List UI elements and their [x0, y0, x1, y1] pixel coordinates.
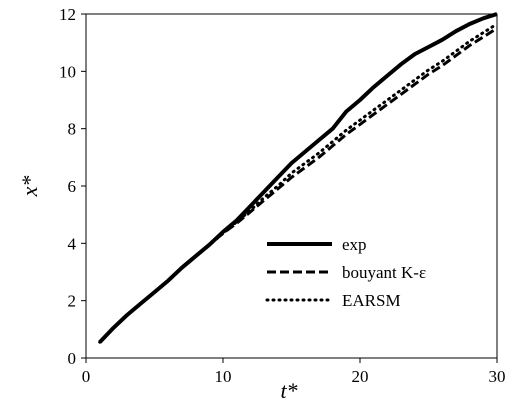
y-tick-label: 0 — [68, 349, 77, 368]
x-axis-title: t* — [280, 378, 297, 403]
series-line-2 — [98, 27, 498, 344]
y-axis-title: x* — [17, 176, 42, 198]
y-tick-label: 12 — [59, 5, 76, 24]
x-tick-label: 0 — [82, 367, 91, 386]
legend-label-1: exp — [342, 235, 367, 254]
y-tick-label: 10 — [59, 62, 76, 81]
series-line-3 — [98, 22, 499, 344]
series-layer — [98, 12, 499, 344]
y-tick-label: 6 — [68, 177, 77, 196]
y-tick-label: 4 — [68, 234, 77, 253]
legend-label-3: EARSM — [342, 291, 401, 310]
x-tick-label: 30 — [489, 367, 506, 386]
y-tick-label: 8 — [68, 120, 77, 139]
legend-label-2: bouyant K-ε — [342, 263, 426, 282]
legend: exp bouyant K-ε EARSM — [265, 235, 426, 310]
x-tick-label: 10 — [215, 367, 232, 386]
x-tick-label: 20 — [352, 367, 369, 386]
y-tick-label: 2 — [68, 292, 77, 311]
ticks-layer: 0 10 20 30 0 2 4 6 8 10 12 — [59, 5, 506, 386]
